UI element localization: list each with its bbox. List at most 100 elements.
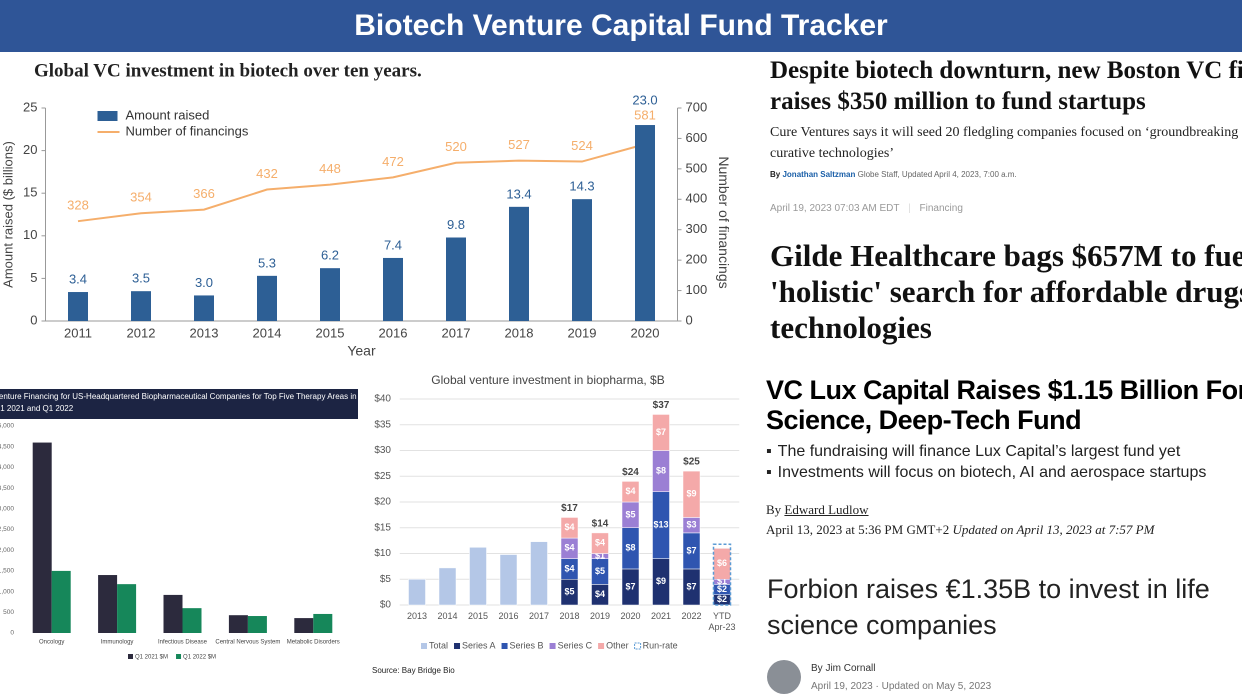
y2-tick-label: 500 bbox=[686, 160, 708, 175]
date: April 13, 2023 at 5:36 PM GMT+2 bbox=[766, 522, 950, 537]
x-tick-label: 2016 bbox=[498, 611, 519, 621]
y-tick-label: $10 bbox=[374, 548, 391, 559]
x-tick-label-box: 2013 bbox=[407, 611, 427, 621]
x-tick-label-box: 2022 bbox=[681, 611, 701, 621]
y2-tick-label: 300 bbox=[686, 221, 708, 236]
headline: technologies bbox=[770, 310, 932, 345]
segment-label: $4 bbox=[564, 522, 574, 532]
bar-segment bbox=[621, 481, 640, 503]
x-tick-label-box: 2014 bbox=[437, 611, 457, 621]
y-tick-label: 0 bbox=[30, 312, 37, 327]
byline-by: By bbox=[770, 170, 781, 179]
segment-label: $6 bbox=[717, 558, 727, 568]
bar-segment bbox=[560, 517, 579, 539]
segment-label: $7 bbox=[625, 581, 635, 591]
line-value-label: 328 bbox=[67, 198, 89, 213]
bar bbox=[68, 292, 88, 321]
date: April 19, 2023 bbox=[811, 681, 873, 692]
x-tick-label-box: YTD Apr-23 bbox=[708, 611, 735, 632]
x-tick-label: 2021 bbox=[650, 611, 672, 621]
author[interactable]: By Jim Cornall bbox=[811, 663, 876, 674]
segment-label: $7 bbox=[686, 581, 696, 591]
segment-label: $8 bbox=[656, 465, 666, 475]
bar bbox=[117, 584, 137, 633]
y-tick-label: 5 bbox=[30, 270, 37, 285]
x-tick-label: 2019 bbox=[589, 611, 611, 621]
author[interactable]: Jonathan Saltzman bbox=[782, 170, 856, 179]
headline: science companies bbox=[767, 610, 997, 640]
segment-label: $4 bbox=[595, 589, 605, 599]
headline: Gilde Healthcare bags $657M to fuel bbox=[770, 238, 1242, 273]
segment-label: $4 bbox=[564, 563, 574, 573]
article-dates: April 19, 2023 · Updated on May 5, 2023 bbox=[811, 681, 992, 692]
y-tick-label: $5 bbox=[380, 574, 392, 585]
x-tick-label: 2018 bbox=[505, 325, 534, 340]
chart-title: Global venture investment in biopharma, … bbox=[431, 373, 664, 387]
segment-label: $5 bbox=[595, 566, 605, 576]
x-tick-label: 2012 bbox=[127, 325, 156, 340]
charts: Global VC investment in biotech over ten… bbox=[0, 60, 740, 675]
line-value-label: 524 bbox=[571, 138, 593, 153]
article: Despite biotech downturn, new Boston VC … bbox=[770, 55, 1242, 179]
segment-label: $4 bbox=[625, 486, 635, 496]
source-note: Source: Bay Bridge Bio bbox=[372, 666, 455, 675]
legend-swatch bbox=[501, 643, 508, 649]
legend-swatch bbox=[128, 654, 133, 659]
bar bbox=[313, 613, 333, 633]
y-tick-label: $15 bbox=[374, 522, 391, 533]
date: April 19, 2023 07:03 AM EDT bbox=[770, 203, 900, 214]
bar bbox=[98, 575, 118, 633]
bar bbox=[383, 257, 403, 321]
bar bbox=[635, 125, 655, 321]
y-tick-label: 20 bbox=[23, 142, 37, 157]
legend-label: Amount raised bbox=[126, 107, 210, 122]
legend-swatch bbox=[598, 643, 605, 649]
bar bbox=[32, 442, 52, 633]
y-tick-label: 4,000 bbox=[0, 464, 14, 471]
segment-label: $5 bbox=[625, 509, 635, 519]
headline: raises $350 million to fund startups bbox=[770, 88, 1146, 115]
y2-tick-label: 600 bbox=[686, 130, 708, 145]
section[interactable]: Financing bbox=[919, 203, 963, 214]
legend-swatch bbox=[549, 643, 556, 649]
x-tick-label: 2015 bbox=[316, 325, 345, 340]
byline-detail: Globe Staff, Updated April 4, 2023, 7:00… bbox=[857, 170, 1017, 179]
y-tick-label: 1,000 bbox=[0, 588, 14, 595]
bar-value-label: 7.4 bbox=[384, 237, 402, 252]
y2-tick-label: 100 bbox=[686, 282, 708, 297]
x-tick-label-box: 2015 bbox=[468, 611, 488, 621]
legend-swatch bbox=[454, 643, 461, 649]
x-tick-label: 2014 bbox=[253, 325, 282, 340]
chart-title: Venture Financing for US-Headquartered B… bbox=[0, 392, 357, 413]
bar-value-label: 3.5 bbox=[132, 271, 150, 286]
x-tick-label: 2016 bbox=[379, 325, 408, 340]
x-tick-label: 2019 bbox=[568, 325, 597, 340]
legend-swatch bbox=[176, 654, 182, 659]
legend-label: Series A bbox=[462, 640, 496, 650]
chart-title: Global VC investment in biotech over ten… bbox=[34, 60, 422, 81]
segment-label: $3 bbox=[686, 520, 696, 530]
legend-swatch bbox=[97, 111, 118, 121]
x-tick-label: 2017 bbox=[442, 325, 471, 340]
bar-value-label: 14.3 bbox=[569, 179, 594, 194]
bar-segment bbox=[438, 567, 457, 606]
line-value-label: 520 bbox=[445, 139, 467, 154]
updated: Updated on May 5, 2023 bbox=[881, 681, 992, 692]
total-label: $37 bbox=[653, 400, 670, 411]
segment-label: $7 bbox=[686, 545, 696, 555]
x-tick-label-box: 2017 bbox=[529, 611, 549, 621]
y-tick-label: 25 bbox=[23, 99, 37, 114]
y-tick-label: 2,000 bbox=[0, 547, 14, 554]
segment-label: $7 bbox=[656, 427, 666, 437]
author[interactable]: Edward Ludlow bbox=[784, 502, 869, 517]
y-tick-label: $35 bbox=[374, 419, 391, 430]
x-tick-label: Oncology bbox=[39, 640, 64, 646]
x-tick-label: 2013 bbox=[190, 325, 219, 340]
bar-value-label: 3.0 bbox=[195, 275, 213, 290]
y-tick-label: 4,500 bbox=[0, 443, 14, 450]
y-tick-label: 3,500 bbox=[0, 485, 14, 492]
headline: Science, Deep-Tech Fund bbox=[766, 405, 1082, 435]
x-tick-label: 2018 bbox=[559, 611, 580, 621]
y-axis-label: Amount raised ($ billions) bbox=[0, 141, 15, 288]
